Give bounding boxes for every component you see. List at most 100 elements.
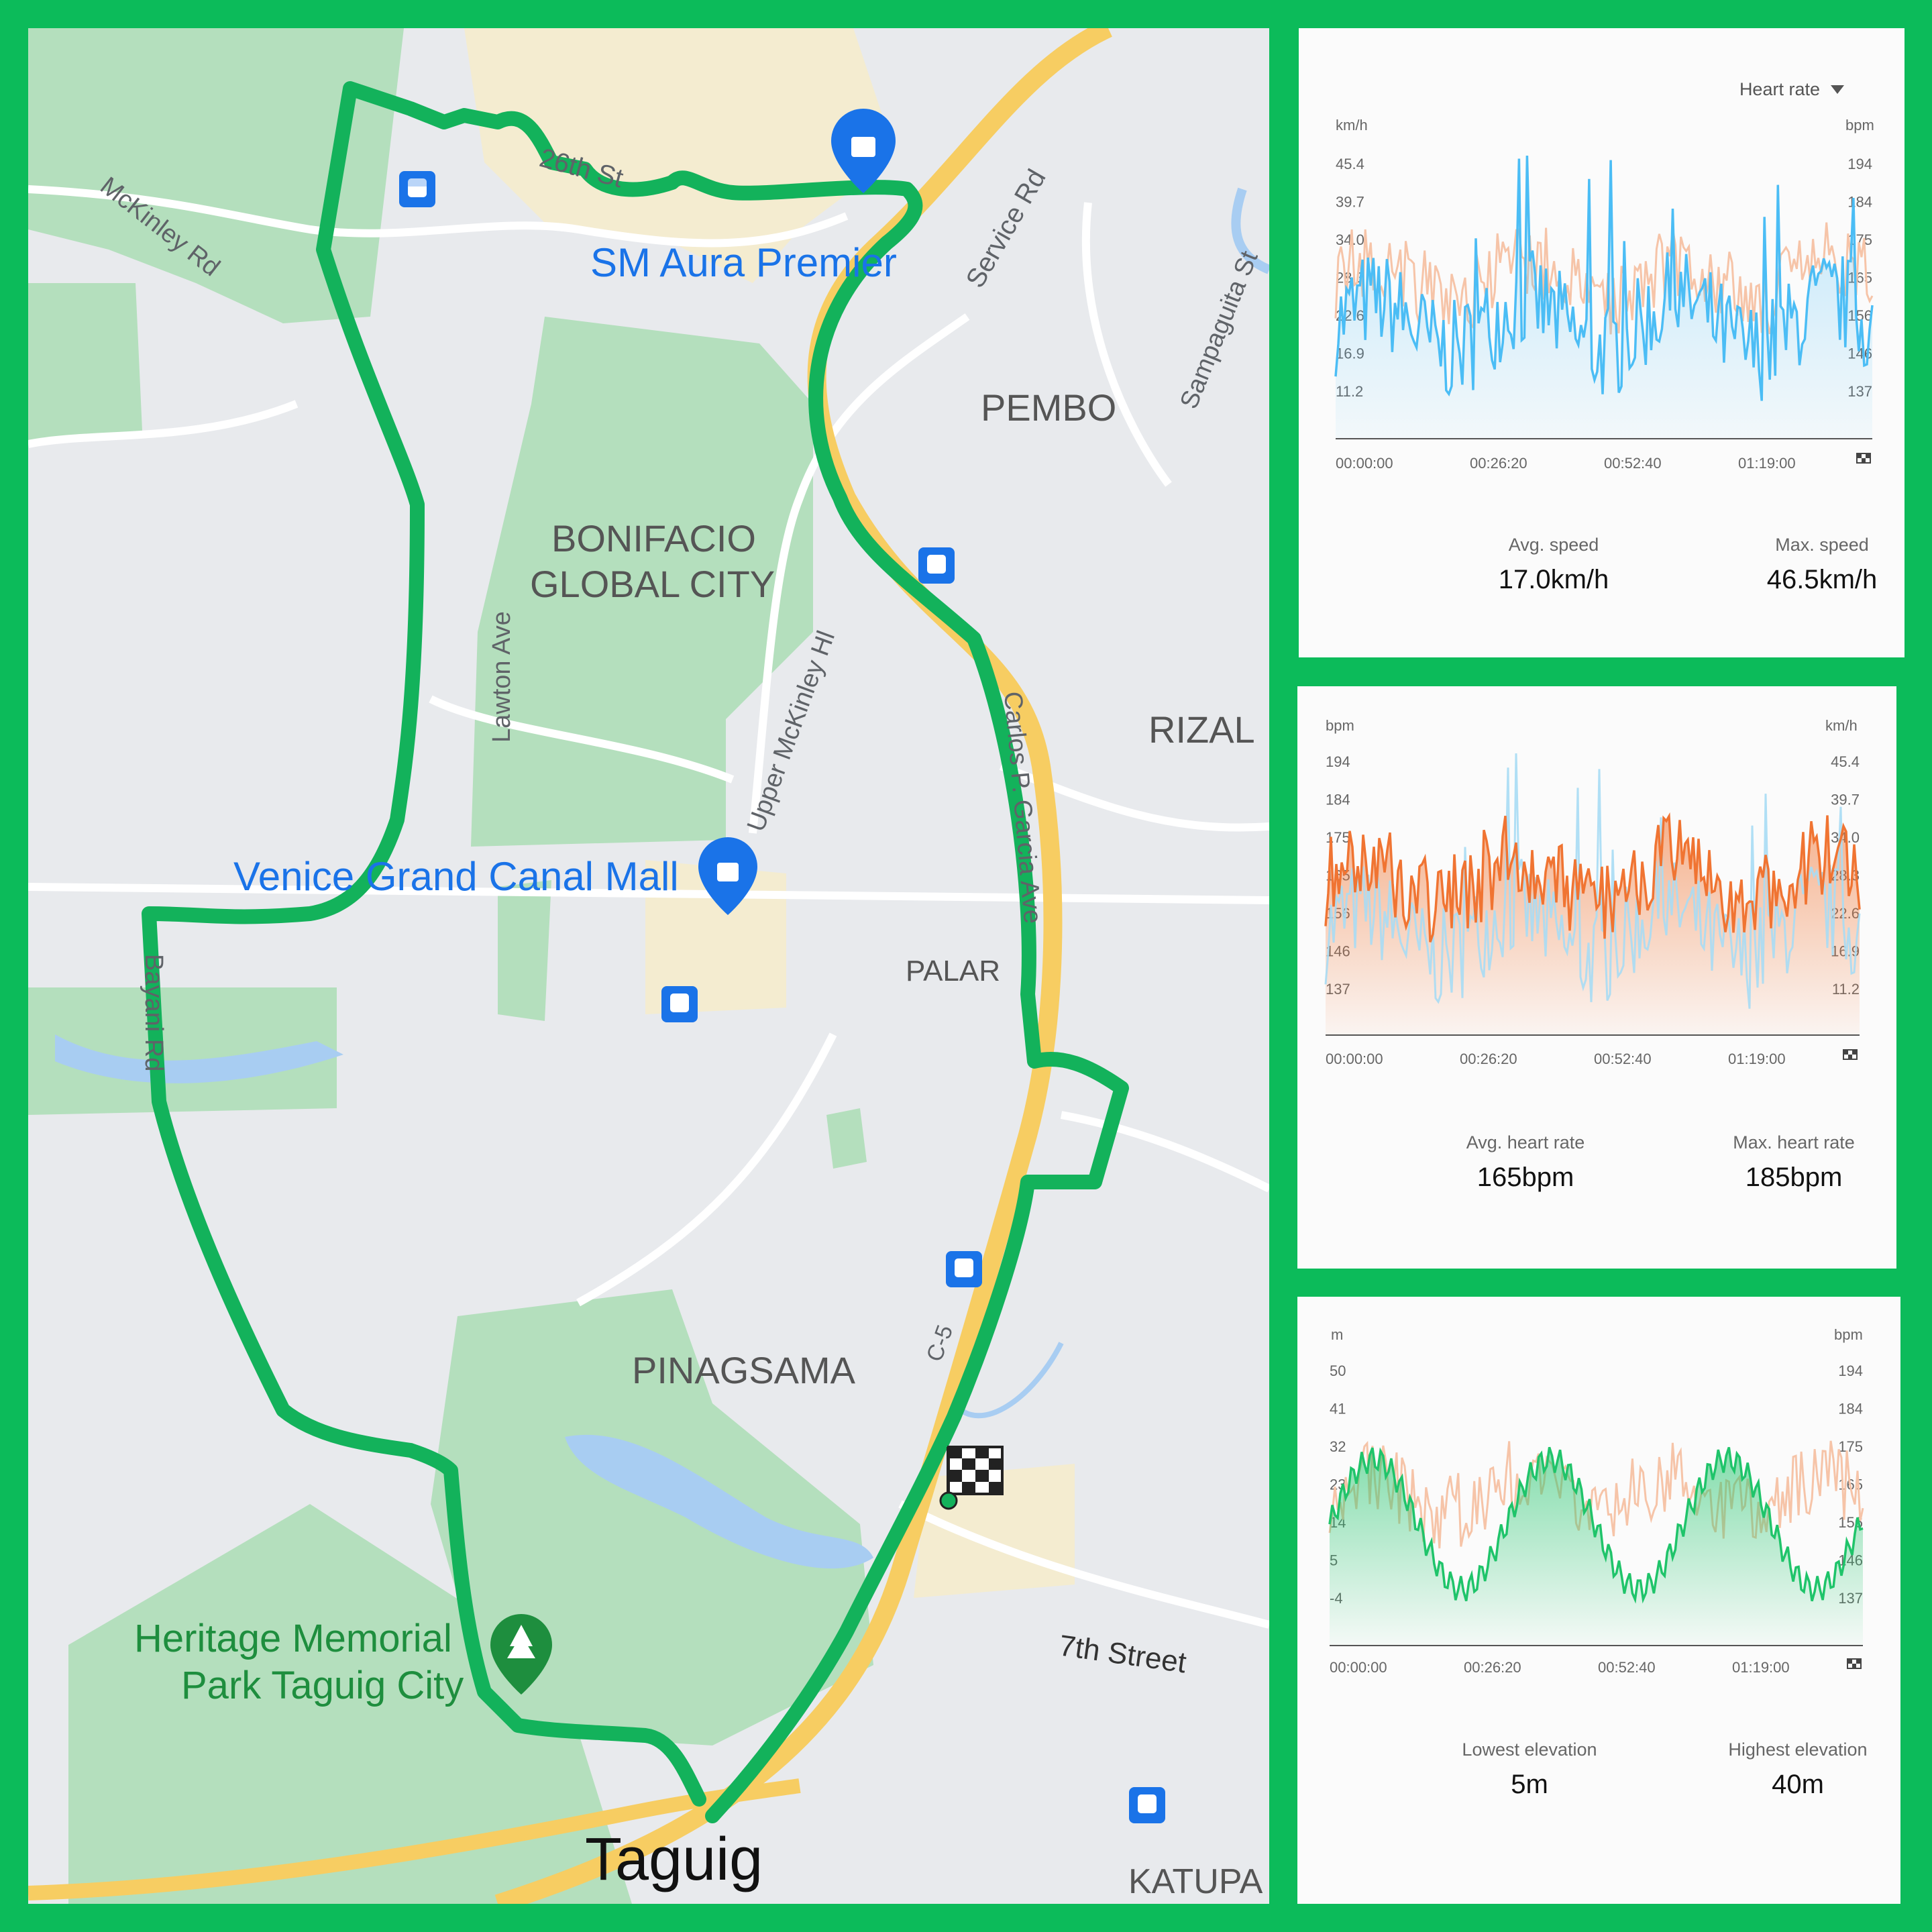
stat-label: Max. heart rate xyxy=(1733,1132,1855,1152)
street-label: C-5 xyxy=(922,1322,958,1364)
x-tick-label: 00:52:40 xyxy=(1604,455,1662,472)
bus-stop-icon[interactable] xyxy=(1129,1787,1165,1823)
lake xyxy=(565,1434,873,1569)
stat-label: Avg. heart rate xyxy=(1466,1132,1585,1152)
bgc-park xyxy=(471,317,813,847)
y-tick-label: 45.4 xyxy=(1336,156,1364,172)
y-tick-label: 194 xyxy=(1847,156,1872,172)
y-tick-label: 45.4 xyxy=(1831,753,1860,770)
x-tick-label: 00:00:00 xyxy=(1330,1659,1387,1676)
y-tick-label: 184 xyxy=(1326,792,1350,808)
poi-label[interactable]: Park Taguig City xyxy=(181,1664,464,1707)
stat-value: 46.5km/h xyxy=(1701,565,1904,595)
max-heart-rate-stat: Max. heart rate 185bpm xyxy=(1673,1132,1896,1193)
y-tick-label: 32 xyxy=(1330,1438,1346,1455)
shopping-bag-icon[interactable] xyxy=(698,837,757,915)
x-tick-label: 01:19:00 xyxy=(1738,455,1796,472)
y-tick-label: 39.7 xyxy=(1336,194,1364,211)
left-axis-unit: km/h xyxy=(1336,117,1368,133)
y-tick-label: 175 xyxy=(1326,829,1350,846)
x-tick-label: 00:26:20 xyxy=(1460,1051,1517,1067)
stat-label: Lowest elevation xyxy=(1462,1739,1597,1760)
bus-stop-icon[interactable] xyxy=(946,1251,982,1287)
commercial-area xyxy=(464,28,887,283)
bus-stop-icon[interactable] xyxy=(918,547,955,584)
area-label: PALAR xyxy=(906,955,1000,987)
bus-stop-icon[interactable] xyxy=(661,986,698,1022)
map-canvas[interactable]: 26th St McKinley Rd Service Rd Sampaguit… xyxy=(28,28,1269,1904)
x-tick-label: 00:00:00 xyxy=(1326,1051,1383,1067)
right-axis-unit: km/h xyxy=(1825,717,1858,734)
park-area xyxy=(28,28,404,323)
stat-number: 5 xyxy=(1511,1770,1526,1799)
shopping-bag-icon[interactable] xyxy=(831,109,896,193)
elevation-area xyxy=(1330,1447,1863,1646)
route-map[interactable]: 26th St McKinley Rd Service Rd Sampaguit… xyxy=(28,28,1269,1904)
elevation-line xyxy=(1328,1446,1864,1604)
poi-label[interactable]: SM Aura Premier xyxy=(590,240,897,285)
stat-number: 165 xyxy=(1477,1163,1522,1192)
stat-unit: m xyxy=(1525,1770,1548,1799)
park-area xyxy=(498,880,551,1021)
stat-value: 5m xyxy=(1409,1770,1650,1800)
series-dropdown[interactable]: Heart rate xyxy=(1739,79,1844,100)
park-area xyxy=(28,987,337,1115)
street-label: Sampaguita St xyxy=(1175,247,1263,413)
x-tick-label: 01:19:00 xyxy=(1732,1659,1790,1676)
y-tick-label: 184 xyxy=(1847,194,1872,211)
avg-heart-rate-stat: Avg. heart rate 165bpm xyxy=(1405,1132,1646,1193)
park-area xyxy=(826,1108,867,1169)
y-tick-label: 194 xyxy=(1838,1362,1863,1379)
finish-flag-icon xyxy=(1847,1658,1862,1669)
elevation-chart-card: m bpm 50413223145-4 19418417516515614613… xyxy=(1297,1297,1900,1904)
area-label: GLOBAL CITY xyxy=(530,563,775,605)
speed-area xyxy=(1336,156,1872,439)
stat-unit: km/h xyxy=(1819,565,1878,594)
elevation-chart: m bpm 50413223145-4 19418417516515614613… xyxy=(1328,1326,1864,1676)
poi-label[interactable]: Venice Grand Canal Mall xyxy=(233,854,679,899)
x-tick-label: 00:26:20 xyxy=(1470,455,1527,472)
dropdown-label: Heart rate xyxy=(1739,79,1820,99)
y-tick-label: 175 xyxy=(1838,1438,1863,1455)
poi-label[interactable]: Heritage Memorial xyxy=(134,1617,452,1660)
highest-elevation-stat: Highest elevation 40m xyxy=(1677,1739,1900,1800)
finish-flag-icon[interactable] xyxy=(939,1446,1004,1510)
finish-flag-icon xyxy=(1856,453,1871,464)
stat-value: 40m xyxy=(1677,1770,1900,1800)
stat-label: Max. speed xyxy=(1775,535,1869,555)
heart-rate-overlay-line xyxy=(1328,1440,1864,1549)
heritage-park xyxy=(68,1504,632,1904)
stat-unit: km/h xyxy=(1550,565,1609,594)
avg-speed-stat: Avg. speed 17.0km/h xyxy=(1433,535,1674,595)
x-tick-label: 00:00:00 xyxy=(1336,455,1393,472)
area-label: KATUPA xyxy=(1128,1862,1263,1901)
max-speed-stat: Max. speed 46.5km/h xyxy=(1701,535,1904,595)
speed-line xyxy=(1334,155,1874,401)
creek xyxy=(1231,187,1269,274)
workout-route xyxy=(142,81,1129,1823)
stat-number: 40 xyxy=(1772,1770,1802,1799)
right-axis-unit: bpm xyxy=(1834,1326,1863,1343)
y-tick-label: 39.7 xyxy=(1831,792,1860,808)
park-area xyxy=(28,283,142,444)
y-tick-label: 41 xyxy=(1330,1401,1346,1417)
tree-icon[interactable] xyxy=(490,1614,552,1695)
street-label: 7th Street xyxy=(1057,1629,1189,1679)
x-axis-ticks: 00:00:00 00:26:20 00:52:40 01:19:00 xyxy=(1326,1051,1786,1067)
left-axis-unit: bpm xyxy=(1326,717,1354,734)
creek xyxy=(951,1342,1064,1419)
stat-value: 165bpm xyxy=(1405,1163,1646,1193)
heart-rate-area xyxy=(1326,815,1860,1035)
y-tick-label: 194 xyxy=(1326,753,1350,770)
x-axis-ticks: 00:00:00 00:26:20 00:52:40 01:19:00 xyxy=(1336,455,1796,472)
bus-stop-icon[interactable] xyxy=(399,171,435,207)
area-label: PEMBO xyxy=(981,386,1116,429)
y-tick-label: 184 xyxy=(1838,1401,1863,1417)
caret-down-icon xyxy=(1831,85,1844,94)
speed-chart: km/h bpm 45.439.734.028.322.616.911.2 19… xyxy=(1334,117,1874,472)
stat-number: 185 xyxy=(1745,1163,1790,1192)
city-label: Taguig xyxy=(585,1826,763,1893)
stat-value: 17.0km/h xyxy=(1433,565,1674,595)
area-label: PINAGSAMA xyxy=(632,1349,856,1391)
x-tick-label: 01:19:00 xyxy=(1728,1051,1786,1067)
